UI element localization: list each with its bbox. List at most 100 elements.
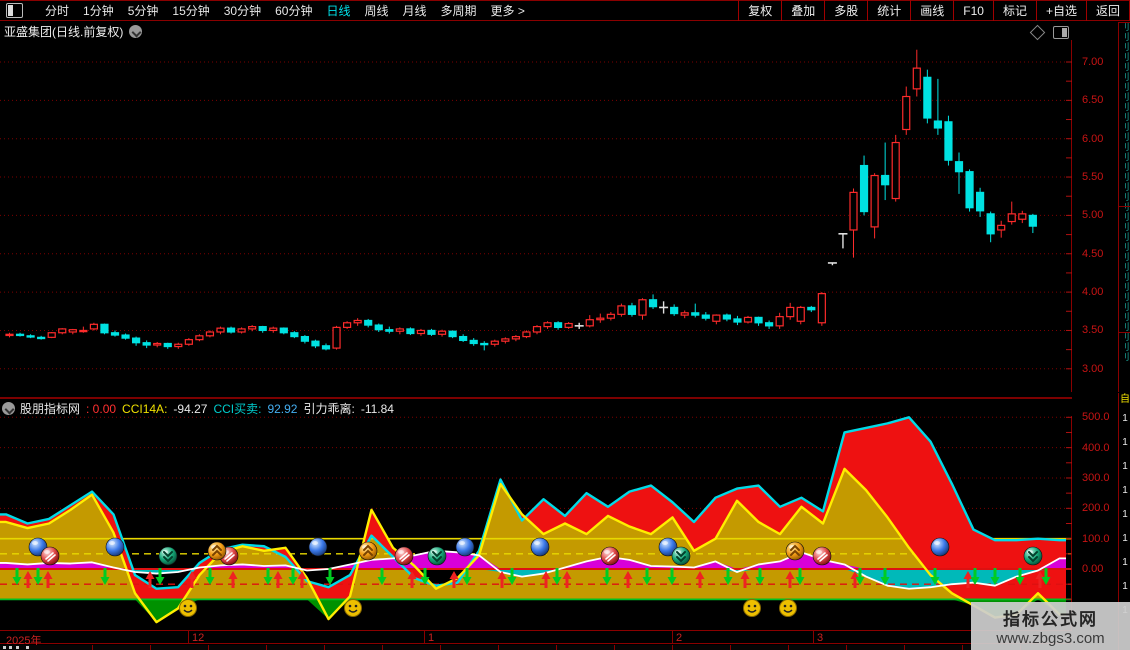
indicator-dropdown-icon[interactable] (2, 402, 15, 415)
period-tab-2[interactable]: 1分钟 (83, 4, 114, 18)
buy-arrow-icon (145, 571, 155, 588)
right-strip-clipped-text: 刂 刂 刂 刂 刂 刂 刂 刂 刂 刂 刂 刂 刂 刂 刂 刂 刂 刂 刂 刂 … (1120, 22, 1130, 362)
right-collapsed-panel-strip[interactable]: 刂 刂 刂 刂 刂 刂 刂 刂 刂 刂 刂 刂 刂 刂 刂 刂 刂 刂 刂 刂 … (1118, 22, 1130, 392)
month-tick (813, 631, 814, 644)
price-axis-label: 3.50 (1082, 324, 1104, 337)
toolbar-button-9[interactable]: 返回 (1085, 0, 1130, 21)
buy-arrow-icon (623, 571, 633, 588)
sell-arrow-icon (990, 568, 1000, 585)
layout-split-icon[interactable] (6, 3, 23, 18)
indicator-series-value-1: -94.27 (173, 401, 208, 416)
period-tab-6[interactable]: 60分钟 (275, 4, 313, 18)
indicator-axis-label: 100.0 (1082, 532, 1110, 545)
buy-arrow-icon (407, 571, 417, 588)
date-axis: 2025年 12 1 2 3 (0, 630, 1072, 647)
signal-ball-green-down-icon (1023, 546, 1043, 566)
indicator-name[interactable]: 股朋指标网 (20, 402, 81, 416)
sell-arrow-icon (602, 568, 612, 585)
indicator-series-label-3: 引力乖离: (303, 402, 355, 416)
buy-arrow-icon (23, 571, 33, 588)
signal-ball-orange-up-icon (785, 541, 805, 561)
month-label: 12 (192, 632, 205, 644)
signal-ball-green-down-icon (427, 546, 447, 566)
buy-arrow-icon (785, 571, 795, 588)
diamond-icon[interactable] (1029, 24, 1046, 41)
buy-arrow-icon (228, 571, 238, 588)
watermark-title: 指标公式网 (1003, 610, 1098, 629)
candlestick-chart[interactable] (0, 40, 1072, 392)
smiley-icon (179, 599, 197, 617)
sell-arrow-icon (325, 568, 335, 585)
watermark-url: www.zbgs3.com (996, 630, 1105, 647)
stub-separator (730, 645, 731, 650)
price-axis-label: 4.50 (1082, 247, 1104, 260)
stub-separator (614, 645, 615, 650)
indicator-axis-label: 500.0 (1082, 411, 1110, 424)
toolbar-button-7[interactable]: 标记 (992, 0, 1037, 21)
indicator-header: 股朋指标网 : 0.00 CCI14A: -94.27 CCI买卖: 92.92 引力乖… (0, 397, 1072, 417)
buy-arrow-icon (43, 571, 53, 588)
toolbar-button-1[interactable]: 复权 (738, 0, 783, 21)
period-tabs: 分时 1分钟 5分钟 15分钟 30分钟 60分钟 日线 周线 月线 多周期 更多 > (0, 2, 739, 19)
smiley-icon (344, 599, 362, 617)
month-tick (188, 631, 189, 644)
buy-arrow-icon (850, 571, 860, 588)
page-title[interactable]: 亚盛集团(日线.前复权) (4, 24, 124, 39)
indicator-series-value-3: -11.84 (360, 401, 394, 416)
strip-section[interactable] (1119, 332, 1130, 335)
sell-arrow-icon (970, 568, 980, 585)
price-axis-label: 6.00 (1082, 132, 1104, 145)
indicator-axis-label: 0.00 (1082, 563, 1104, 575)
signal-ball-pink-icon (812, 546, 832, 566)
buy-arrow-icon (541, 571, 551, 588)
oscillator-chart[interactable] (0, 416, 1072, 630)
period-tab-9[interactable]: 月线 (402, 4, 427, 18)
sell-arrow-icon (855, 568, 865, 585)
period-tab-11[interactable]: 更多 > (490, 4, 525, 18)
indicator-series-value-2: 92.92 (267, 401, 298, 416)
sell-arrow-icon (377, 568, 387, 585)
toolbar-button-2[interactable]: 叠加 (781, 0, 826, 21)
period-tab-8[interactable]: 周线 (364, 4, 389, 18)
period-tab-5[interactable]: 30分钟 (223, 4, 262, 18)
stub-separator (208, 645, 209, 650)
sell-arrow-icon (420, 568, 430, 585)
period-tab-7[interactable]: 日线 (326, 4, 351, 18)
right-strip-clipped-digit: 1 (1122, 413, 1128, 424)
toolbar-button-4[interactable]: 统计 (867, 0, 912, 21)
buy-arrow-icon (963, 571, 973, 588)
toolbar-button-6[interactable]: F10 (953, 0, 994, 21)
strip-section[interactable] (1119, 206, 1130, 209)
period-tab-3[interactable]: 5分钟 (127, 4, 159, 18)
strip-section[interactable] (1119, 22, 1130, 25)
period-tab-4[interactable]: 15分钟 (172, 4, 210, 18)
stub-separator (962, 645, 963, 650)
period-tab-10[interactable]: 多周期 (440, 4, 477, 18)
toolbar-button-8[interactable]: +自选 (1035, 0, 1087, 21)
year-label: 2025年 (6, 635, 42, 647)
pane-split-icon[interactable] (1053, 26, 1069, 39)
price-axis-label: 5.00 (1082, 209, 1104, 222)
indicator-base-value: : 0.00 (86, 401, 117, 416)
stub-separator (556, 645, 557, 650)
right-strip-clipped-digit: 1 (1122, 437, 1128, 448)
toolbar-button-3[interactable]: 多股 (824, 0, 869, 21)
sell-arrow-icon (288, 568, 298, 585)
price-axis-label: 7.00 (1082, 56, 1104, 68)
period-toolbar: 分时 1分钟 5分钟 15分钟 30分钟 60分钟 日线 周线 月线 多周期 更多 > 复权 叠加 多股… (0, 0, 1130, 21)
buy-arrow-icon (562, 571, 572, 588)
buy-arrow-icon (297, 571, 307, 588)
sell-arrow-icon (155, 568, 165, 585)
title-dropdown-icon[interactable] (129, 24, 143, 38)
right-strip-clipped-digit: 1 (1122, 461, 1128, 472)
sell-arrow-icon (795, 568, 805, 585)
right-strip-tab-label[interactable]: 自 (1120, 394, 1130, 405)
signal-ball-blue-icon (105, 537, 125, 557)
action-buttons: 复权 叠加 多股 统计 画线 F10 标记 +自选 返回 (738, 0, 1130, 21)
buy-arrow-icon (1035, 571, 1045, 588)
month-label: 1 (428, 632, 435, 644)
signal-ball-pink-icon (394, 546, 414, 566)
period-tab-1[interactable]: 分时 (45, 4, 70, 18)
toolbar-button-5[interactable]: 画线 (910, 0, 955, 21)
